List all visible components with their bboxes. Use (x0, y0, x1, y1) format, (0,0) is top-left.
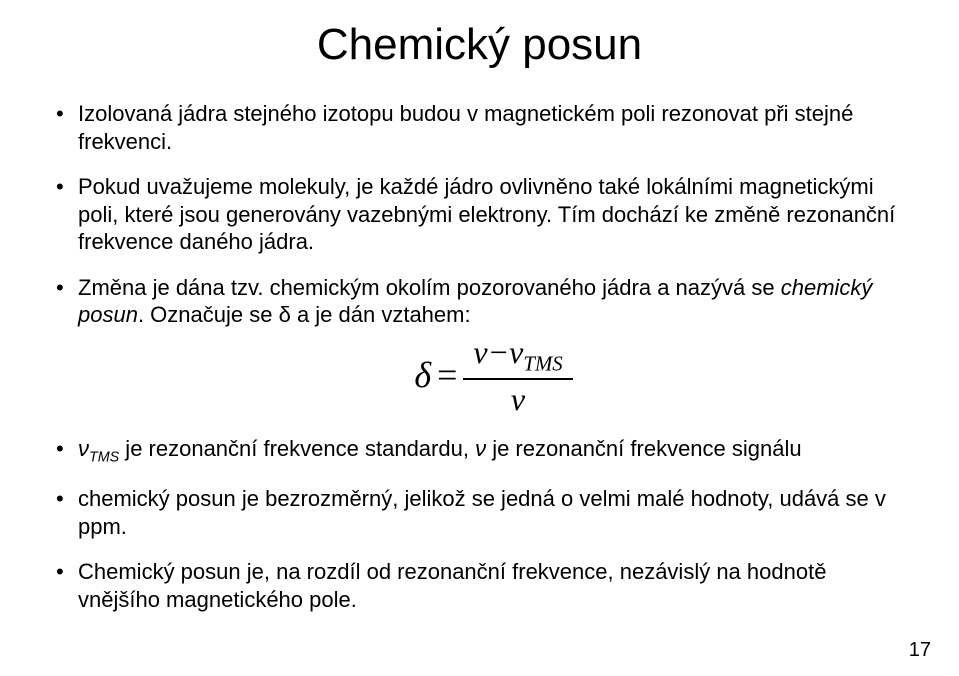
formula-equals: = (437, 355, 457, 395)
slide-page: Chemický posun Izolovaná jádra stejného … (0, 0, 959, 676)
bullet-item: Chemický posun je, na rozdíl od rezonanč… (50, 558, 909, 613)
bullet-text: Chemický posun je, na rozdíl od rezonanč… (78, 559, 826, 612)
bullet-item: Izolovaná jádra stejného izotopu budou v… (50, 100, 909, 155)
tms-subscript: TMS (89, 449, 119, 465)
bullet-text: Pokud uvažujeme molekuly, je každé jádro… (78, 174, 895, 254)
bullet-list: Izolovaná jádra stejného izotopu budou v… (50, 100, 909, 613)
bullet-text: je rezonanční frekvence signálu (486, 436, 802, 461)
formula-lhs: δ (414, 355, 431, 395)
page-number: 17 (909, 639, 931, 662)
bullet-text: chemický posun je bezrozměrný, jelikož s… (78, 486, 886, 539)
bullet-text: Izolovaná jádra stejného izotopu budou v… (78, 101, 853, 154)
formula-fraction: ν−νTMS ν (463, 335, 572, 417)
nu-symbol: ν (509, 334, 523, 370)
formula-denominator: ν (463, 380, 572, 417)
bullet-item: Změna je dána tzv. chemickým okolím pozo… (50, 274, 909, 417)
page-title: Chemický posun (50, 20, 909, 70)
tms-subscript: TMS (523, 352, 562, 375)
bullet-text: je rezonanční frekvence standardu, (119, 436, 475, 461)
formula: δ= ν−νTMS ν (78, 335, 909, 417)
bullet-item: Pokud uvažujeme molekuly, je každé jádro… (50, 173, 909, 256)
formula-numerator: ν−νTMS (463, 335, 572, 380)
bullet-item: chemický posun je bezrozměrný, jelikož s… (50, 485, 909, 540)
bullet-text: Změna je dána tzv. chemickým okolím pozo… (78, 275, 781, 300)
bullet-text: . Označuje se δ a je dán vztahem: (138, 302, 471, 327)
nu-symbol: ν (473, 334, 487, 370)
nu-symbol: ν (78, 436, 89, 461)
nu-symbol: ν (475, 436, 486, 461)
bullet-item: νTMS je rezonanční frekvence standardu, … (50, 435, 909, 467)
minus-symbol: − (488, 334, 510, 370)
